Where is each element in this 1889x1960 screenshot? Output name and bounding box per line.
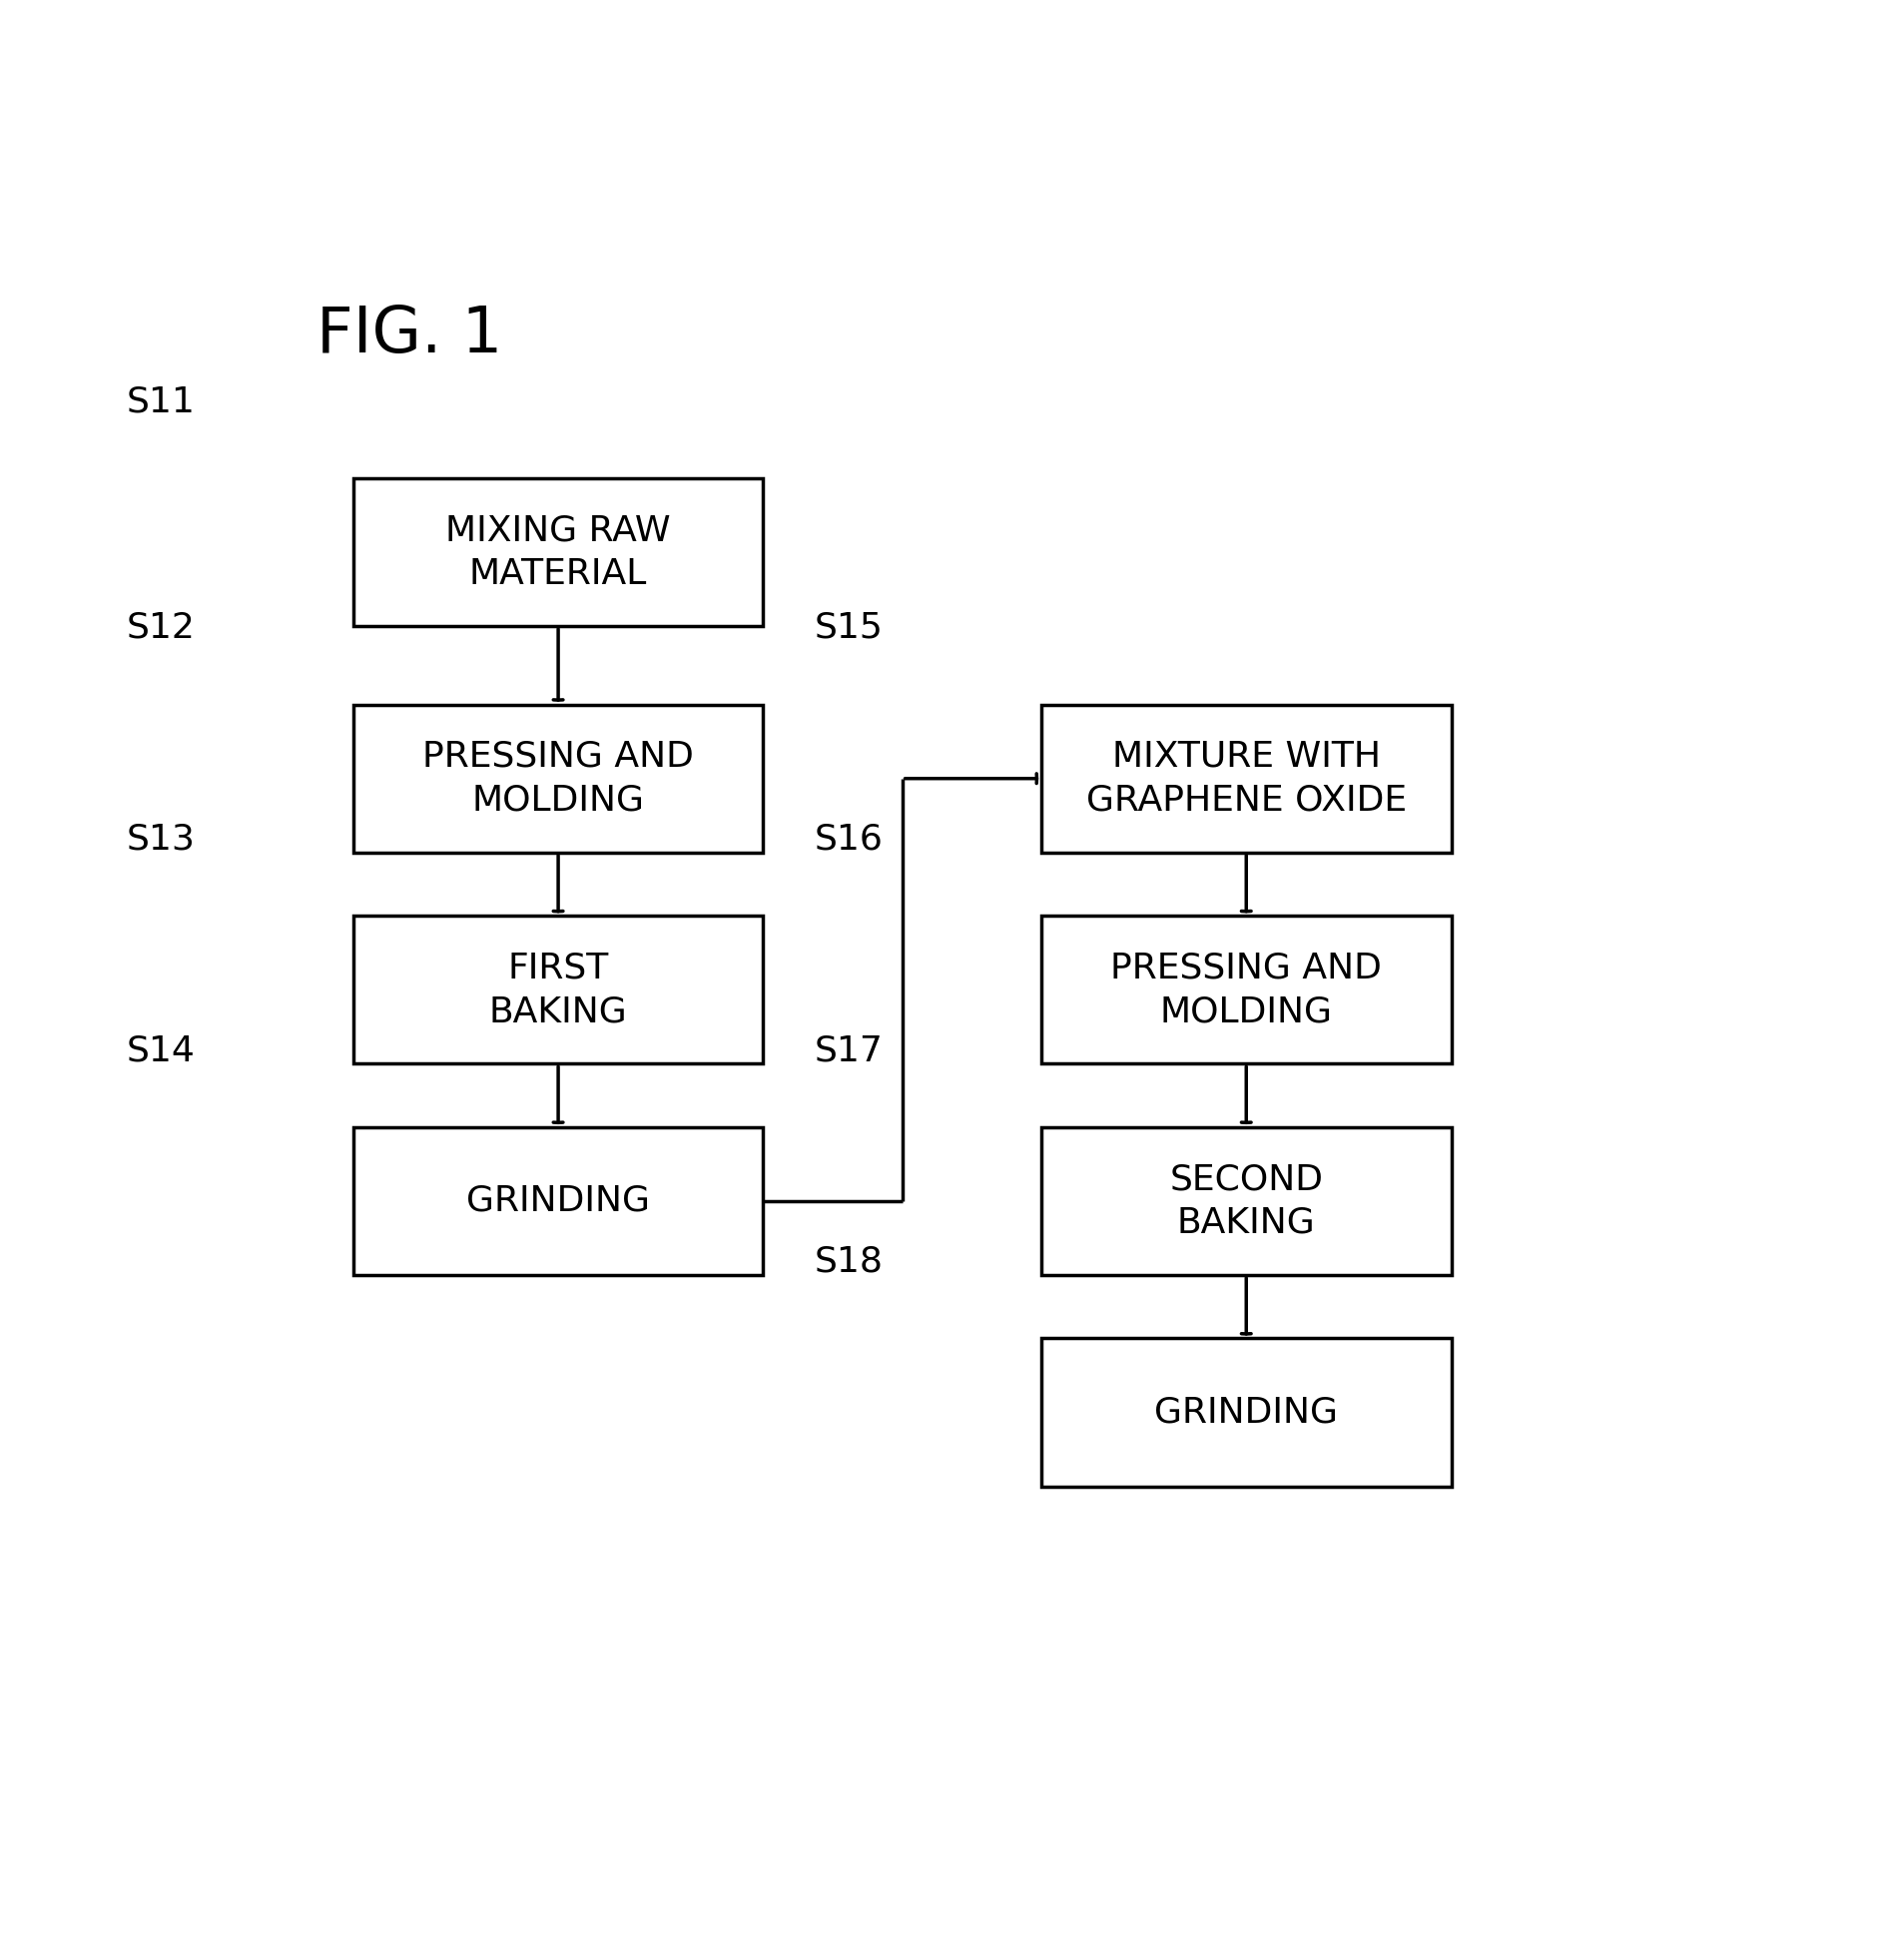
Text: S17: S17 — [814, 1033, 884, 1068]
FancyBboxPatch shape — [1041, 1127, 1451, 1276]
Text: GRINDING: GRINDING — [467, 1184, 650, 1217]
Text: S16: S16 — [814, 823, 884, 857]
FancyBboxPatch shape — [1041, 915, 1451, 1064]
Text: S13: S13 — [127, 823, 195, 857]
Text: PRESSING AND
MOLDING: PRESSING AND MOLDING — [1111, 951, 1383, 1029]
Text: S18: S18 — [814, 1245, 884, 1278]
FancyBboxPatch shape — [353, 478, 763, 625]
Text: S14: S14 — [127, 1033, 195, 1068]
FancyBboxPatch shape — [1041, 1339, 1451, 1486]
Text: S12: S12 — [127, 612, 195, 645]
FancyBboxPatch shape — [353, 915, 763, 1064]
FancyBboxPatch shape — [1041, 704, 1451, 853]
Text: MIXTURE WITH
GRAPHENE OXIDE: MIXTURE WITH GRAPHENE OXIDE — [1086, 739, 1407, 817]
Text: PRESSING AND
MOLDING: PRESSING AND MOLDING — [423, 739, 693, 817]
Text: S15: S15 — [814, 612, 884, 645]
Text: SECOND
BAKING: SECOND BAKING — [1169, 1162, 1322, 1241]
Text: S11: S11 — [127, 384, 195, 419]
Text: FIRST
BAKING: FIRST BAKING — [489, 951, 627, 1029]
Text: MIXING RAW
MATERIAL: MIXING RAW MATERIAL — [446, 514, 671, 590]
FancyBboxPatch shape — [353, 704, 763, 853]
Text: GRINDING: GRINDING — [1154, 1396, 1337, 1429]
Text: FIG. 1: FIG. 1 — [317, 304, 502, 365]
FancyBboxPatch shape — [353, 1127, 763, 1276]
